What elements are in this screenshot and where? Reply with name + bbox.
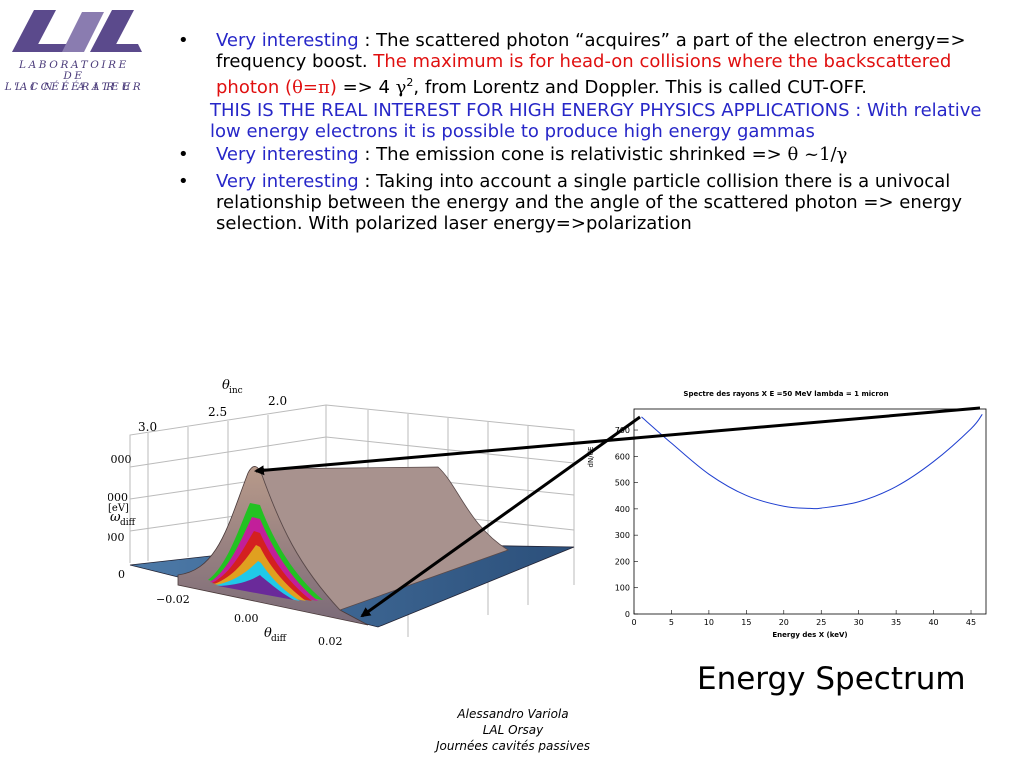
x-tick-label: 35: [891, 618, 901, 627]
bullet-2-symbol: θ ~1/γ: [787, 144, 848, 165]
y-tick-label: 500: [615, 479, 630, 488]
theta-diff-label: θ: [264, 626, 272, 641]
logo-line-3: L I N É A I R E: [15, 81, 133, 93]
footer-institute: LAL Orsay: [482, 723, 544, 737]
bullet-1-text-b: => 4: [336, 77, 396, 98]
bullet-dot: •: [178, 144, 189, 165]
logo-line-2: DE L'ACCÉLÉRATEUR: [4, 70, 144, 93]
logo-line-1: LABORATOIRE: [19, 59, 129, 71]
contour-band-purple: [218, 575, 294, 600]
bullet-1-text-a: : The scattered photon “acquires” a part…: [216, 30, 966, 72]
bullet-1-exponent: 2: [406, 76, 414, 89]
footer: Alessandro Variola LAL Orsay Journées ca…: [413, 706, 613, 754]
spectrum-curve: [641, 413, 983, 510]
y-tick-label: 600: [615, 452, 630, 461]
x-tick-label: 10: [704, 618, 714, 627]
lal-logo-mark: [12, 10, 142, 52]
energy-spectrum-svg: Spectre des rayons X E =50 MeV lambda = …: [587, 390, 987, 639]
theta-diff-sub: diff: [271, 634, 287, 644]
y-tick-label: 100: [615, 584, 630, 593]
energy-spectrum-caption: Energy Spectrum: [697, 661, 966, 697]
bullet-3: • Very interesting : Taking into account…: [172, 171, 1002, 234]
chart-title: Spectre des rayons X E =50 MeV lambda = …: [683, 390, 888, 398]
bullet-2-text: : The emission cone is relativistic shri…: [358, 144, 788, 165]
bullet-1-lead: Very interesting: [216, 30, 359, 51]
bullet-1-red-end: ): [329, 77, 337, 98]
bullet-1-text-c: , from Lorentz and Doppler. This is call…: [413, 77, 868, 98]
omega-label: ω: [110, 510, 121, 525]
y-tick-label: 700: [615, 426, 630, 435]
bullet-1-red: The maximum is for head-on collisions wh…: [216, 51, 952, 98]
surface-plot-svg: θ inc 3.0 2.5 2.0 150 000 100000 50 000 …: [86, 378, 575, 648]
y-tick-label: 300: [615, 531, 630, 540]
x-axis-label: Energy des X (keV): [772, 631, 847, 639]
diff-tick-2: 0.02: [318, 635, 343, 648]
footer-event: Journées cavités passives: [436, 739, 590, 753]
x-tick-label: 5: [669, 618, 674, 627]
x-tick-label: 40: [928, 618, 938, 627]
y-tick-label: 400: [615, 505, 630, 514]
bullet-list: • Very interesting : The scattered photo…: [172, 30, 1002, 234]
surface-plot-3d: θ inc 3.0 2.5 2.0 150 000 100000 50 000 …: [86, 375, 586, 657]
bullet-1: • Very interesting : The scattered photo…: [172, 30, 1002, 98]
theta-inc-label: θ: [222, 378, 230, 393]
x-tick-label: 25: [816, 618, 826, 627]
bullet-2: • Very interesting : The emission cone i…: [172, 144, 1002, 165]
high-energy-note: THIS IS THE REAL INTEREST FOR HIGH ENERG…: [210, 100, 982, 142]
x-tick-label: 20: [779, 618, 789, 627]
theta-tick-1: 2.5: [208, 405, 227, 419]
bullet-3-text: : Taking into account a single particle …: [216, 171, 962, 234]
diff-tick-0: −0.02: [156, 593, 190, 606]
lal-logo: LABORATOIRE DE L'ACCÉLÉRATEUR L I N É A …: [4, 2, 144, 98]
theta-tick-2: 2.0: [268, 394, 287, 408]
bullet-dot: •: [178, 30, 189, 51]
y-axis-ticks: 0 100 200 300 400 500 600 700: [615, 426, 638, 619]
x-tick-label: 30: [854, 618, 864, 627]
bullet-2-lead: Very interesting: [216, 144, 359, 165]
theta-tick-0: 3.0: [138, 420, 157, 434]
plot-area-frame: [633, 408, 987, 615]
y-tick-label: 200: [615, 557, 630, 566]
diff-tick-1: 0.00: [234, 612, 259, 625]
bullet-3-lead: Very interesting: [216, 171, 359, 192]
theta-inc-sub: inc: [229, 386, 243, 396]
bullet-1-gamma: γ: [395, 77, 407, 98]
x-tick-label: 0: [631, 618, 636, 627]
omega-tick-3: 0: [118, 568, 125, 581]
x-tick-label: 15: [741, 618, 751, 627]
x-tick-label: 45: [966, 618, 976, 627]
bullet-1-red-symbol: θ=π: [292, 77, 330, 98]
footer-author: Alessandro Variola: [457, 707, 569, 721]
omega-tick-0: 150 000: [108, 453, 132, 466]
y-axis-label: dN/dE: [587, 447, 595, 468]
x-axis-ticks: 0 5 10 15 20 25 30 35 40 45: [631, 610, 976, 627]
energy-spectrum-chart: Spectre des rayons X E =50 MeV lambda = …: [576, 385, 996, 645]
y-tick-label: 0: [625, 610, 630, 619]
bullet-dot: •: [178, 171, 189, 192]
omega-unit: [eV]: [108, 503, 129, 514]
omega-tick-2: 50 000: [108, 531, 125, 544]
omega-sub: diff: [120, 518, 136, 528]
